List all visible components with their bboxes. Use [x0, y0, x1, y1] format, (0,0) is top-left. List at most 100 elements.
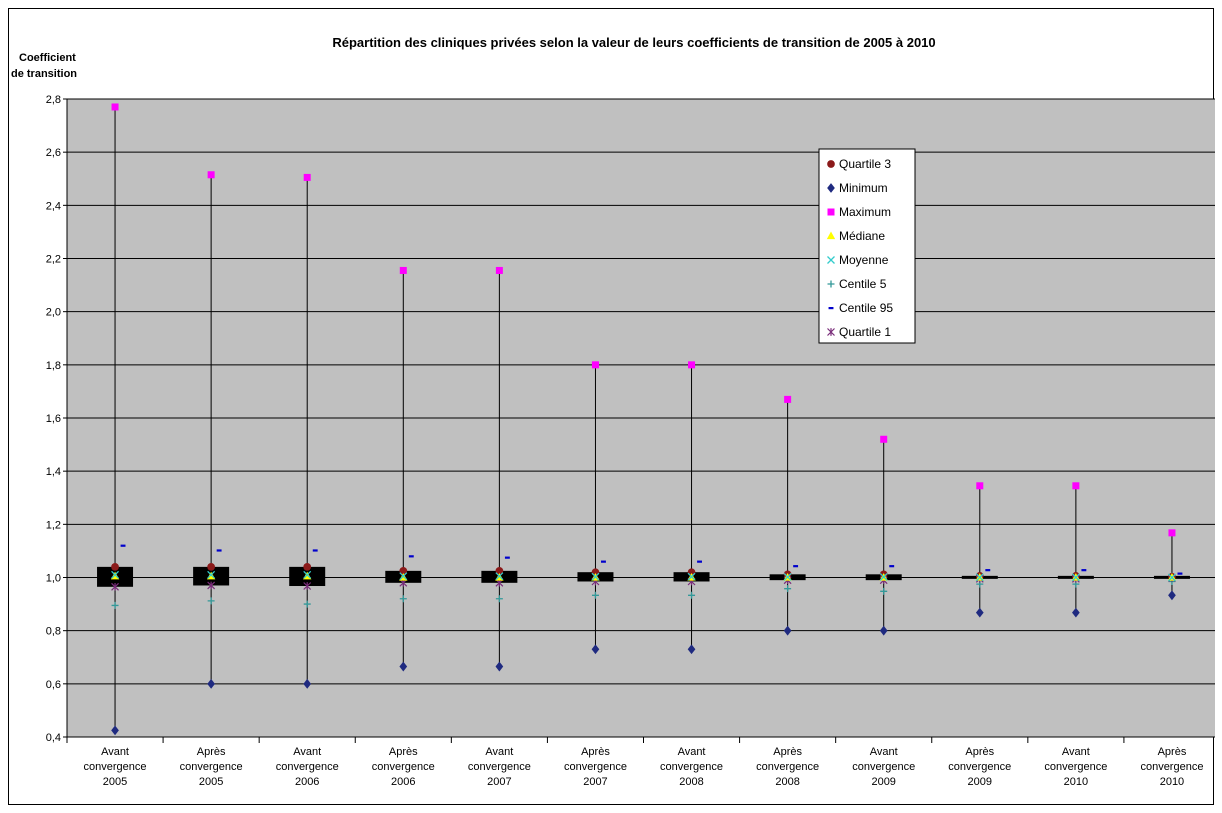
point-quartile-1	[207, 581, 216, 590]
legend-marker-quartile-3	[827, 160, 835, 168]
legend-marker-centile-95	[828, 307, 834, 310]
x-tick-label: Avant	[101, 746, 129, 758]
point-maximum	[399, 266, 407, 274]
point-centile-95	[1177, 572, 1183, 575]
x-tick-label: convergence	[372, 761, 435, 773]
y-tick-label: 1,2	[46, 519, 61, 531]
x-tick-label: convergence	[948, 761, 1011, 773]
point-moyenne	[111, 570, 120, 579]
chart-title: Répartition des cliniques privées selon …	[332, 35, 935, 50]
x-tick-label: Après	[389, 746, 418, 758]
x-tick-label: 2008	[775, 776, 799, 788]
point-minimum	[207, 678, 215, 689]
point-centile-95	[120, 544, 126, 547]
x-tick-label: convergence	[564, 761, 627, 773]
point-quartile-3	[111, 563, 119, 571]
legend-box	[818, 148, 916, 344]
point-moyenne	[1071, 573, 1080, 582]
point-moyenne	[591, 572, 600, 581]
x-tick-label: convergence	[660, 761, 723, 773]
point-quartile-3	[399, 567, 408, 575]
point-centile-5	[303, 600, 311, 608]
y-axis-label-line1: Coefficient	[19, 52, 76, 64]
point-centile-95	[216, 549, 222, 552]
y-tick-label: 1,6	[46, 413, 61, 425]
legend-label: Centile 5	[839, 277, 887, 291]
point-centile-95	[504, 556, 510, 559]
x-tick-label: 2005	[103, 776, 127, 788]
y-tick-label: 1,0	[46, 573, 61, 585]
point-maximum	[495, 266, 503, 274]
x-tick-label: 2008	[679, 776, 703, 788]
point-maximum	[1072, 482, 1080, 490]
y-tick-label: 2,8	[46, 94, 61, 106]
y-tick-label: 0,4	[46, 732, 61, 744]
x-tick-label: 2007	[583, 776, 607, 788]
point-moyenne	[1168, 573, 1176, 582]
point-moyenne	[783, 573, 792, 581]
x-tick-label: 2006	[295, 776, 319, 788]
x-tick-label: convergence	[84, 761, 147, 773]
point-centile-5	[207, 597, 215, 605]
point-maximum	[880, 435, 888, 443]
legend-label: Centile 95	[839, 301, 893, 315]
point-minimum	[591, 644, 600, 655]
chart-frame: Répartition des cliniques privées selon …	[8, 8, 1215, 805]
legend-label: Moyenne	[839, 253, 889, 267]
point-minimum	[303, 678, 312, 689]
gridlines	[67, 98, 1215, 685]
point-quartile-1	[303, 582, 312, 590]
point-centile-95	[985, 569, 991, 572]
legend-label: Quartile 1	[839, 325, 891, 339]
point-quartile-3	[303, 563, 312, 571]
x-tick-label: Après	[581, 746, 610, 758]
x-tick-label: Après	[773, 746, 802, 758]
x-tick-label: convergence	[1044, 761, 1107, 773]
point-maximum	[207, 171, 215, 179]
point-moyenne	[303, 570, 312, 579]
x-tick-label: Avant	[293, 746, 321, 758]
x-tick-label: convergence	[852, 761, 915, 773]
point-minimum	[1072, 607, 1080, 618]
point-centile-95	[312, 549, 318, 552]
x-tick-label: 2007	[487, 776, 511, 788]
x-tick-label: Avant	[678, 746, 706, 758]
legend-marker-centile-5	[827, 280, 835, 288]
point-centile-5	[111, 601, 119, 609]
point-centile-5	[399, 595, 407, 603]
legend-marker-mediane	[826, 231, 836, 240]
point-centile-5	[880, 587, 888, 595]
legend-marker-quartile-1	[827, 328, 835, 336]
x-tick-label: 2005	[199, 776, 223, 788]
y-tick-label: 2,6	[46, 147, 61, 159]
x-tick-label: 2006	[391, 776, 415, 788]
point-centile-95	[697, 560, 702, 563]
y-axis-label-line2: de transition	[11, 68, 77, 80]
point-maximum	[1168, 529, 1176, 537]
point-quartile-3	[207, 563, 215, 571]
point-minimum	[879, 625, 888, 636]
x-tick-label: convergence	[1140, 761, 1203, 773]
point-quartile-1	[111, 582, 119, 591]
y-tick-label: 2,0	[46, 307, 61, 319]
legend-marker-moyenne	[827, 256, 835, 264]
point-moyenne	[207, 570, 216, 579]
x-tick-label: Avant	[485, 746, 513, 758]
legend-marker-minimum	[827, 183, 835, 193]
point-centile-5	[495, 595, 503, 603]
legend-marker-maximum	[827, 208, 835, 216]
legend-label: Minimum	[839, 181, 888, 195]
x-tick-label: Après	[965, 746, 994, 758]
point-minimum	[495, 661, 504, 672]
x-tick-label: Après	[197, 746, 226, 758]
point-minimum	[975, 607, 984, 618]
point-minimum	[783, 625, 792, 636]
x-tick-label: convergence	[180, 761, 243, 773]
point-moyenne	[975, 573, 984, 582]
point-minimum	[1168, 590, 1176, 601]
point-quartile-3	[495, 567, 504, 575]
x-tick-label: convergence	[756, 761, 819, 773]
x-tick-label: 2010	[1160, 776, 1184, 788]
point-maximum	[688, 361, 696, 369]
point-moyenne	[879, 573, 888, 581]
